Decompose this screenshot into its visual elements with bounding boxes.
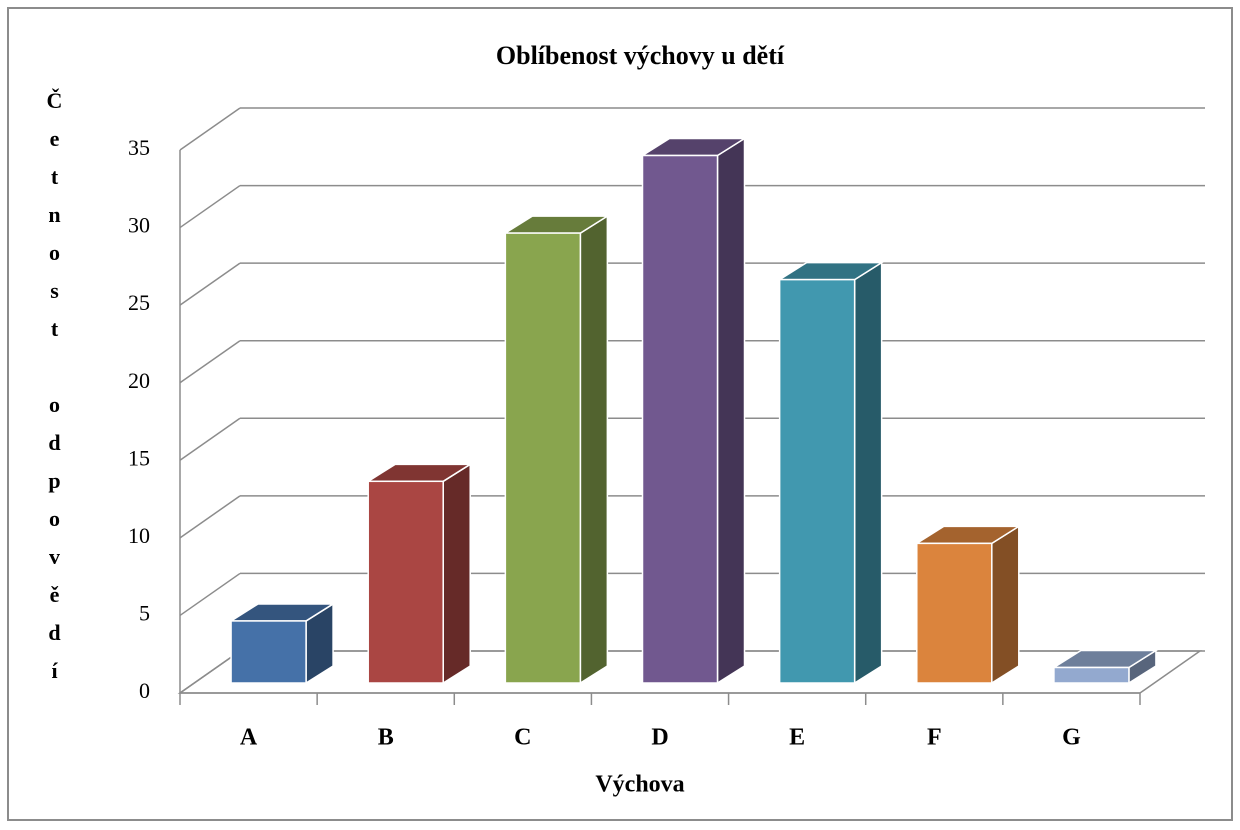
bar [367,480,444,684]
x-tick-label: B [378,725,394,751]
bar [916,542,993,684]
grid-line-side [179,340,241,384]
x-tick-label: C [514,725,531,751]
bar [778,278,856,684]
bar-side [716,137,746,685]
bar-side [579,214,609,685]
chart-title: Oblíbenost výchovy u dětí [496,41,785,70]
x-axis-label: Výchova [595,772,684,798]
grid-line-side [179,107,241,151]
bar-side [442,462,471,685]
x-tick-label: E [789,725,805,751]
y-tick-label: 25 [128,290,150,315]
grid-line-side [179,572,241,617]
grid-line-side [179,495,241,539]
y-axis-label: Četnost odpovědí [42,88,67,696]
y-tick-label: 30 [128,213,150,238]
bar [1053,666,1130,684]
bar-side [853,261,883,685]
bar [641,154,719,684]
y-tick-label: 20 [128,368,150,393]
bar [230,620,307,684]
bar [504,232,582,684]
y-tick-label: 35 [128,135,150,160]
x-tick-label: F [927,725,942,751]
x-tick-label: A [240,725,258,751]
x-tick-label: G [1062,725,1081,751]
chart-border [7,7,1233,821]
y-tick-label: 5 [139,600,150,625]
grid-line-side [179,417,241,461]
x-tick-label: D [651,725,668,751]
grid-line-side [179,262,241,306]
y-tick-label: 10 [128,523,150,548]
grid-line-side [179,184,241,229]
grid-line-side [179,650,241,694]
bar-side [991,525,1020,685]
y-tick-label: 0 [139,678,150,703]
y-tick-label: 15 [128,445,150,470]
